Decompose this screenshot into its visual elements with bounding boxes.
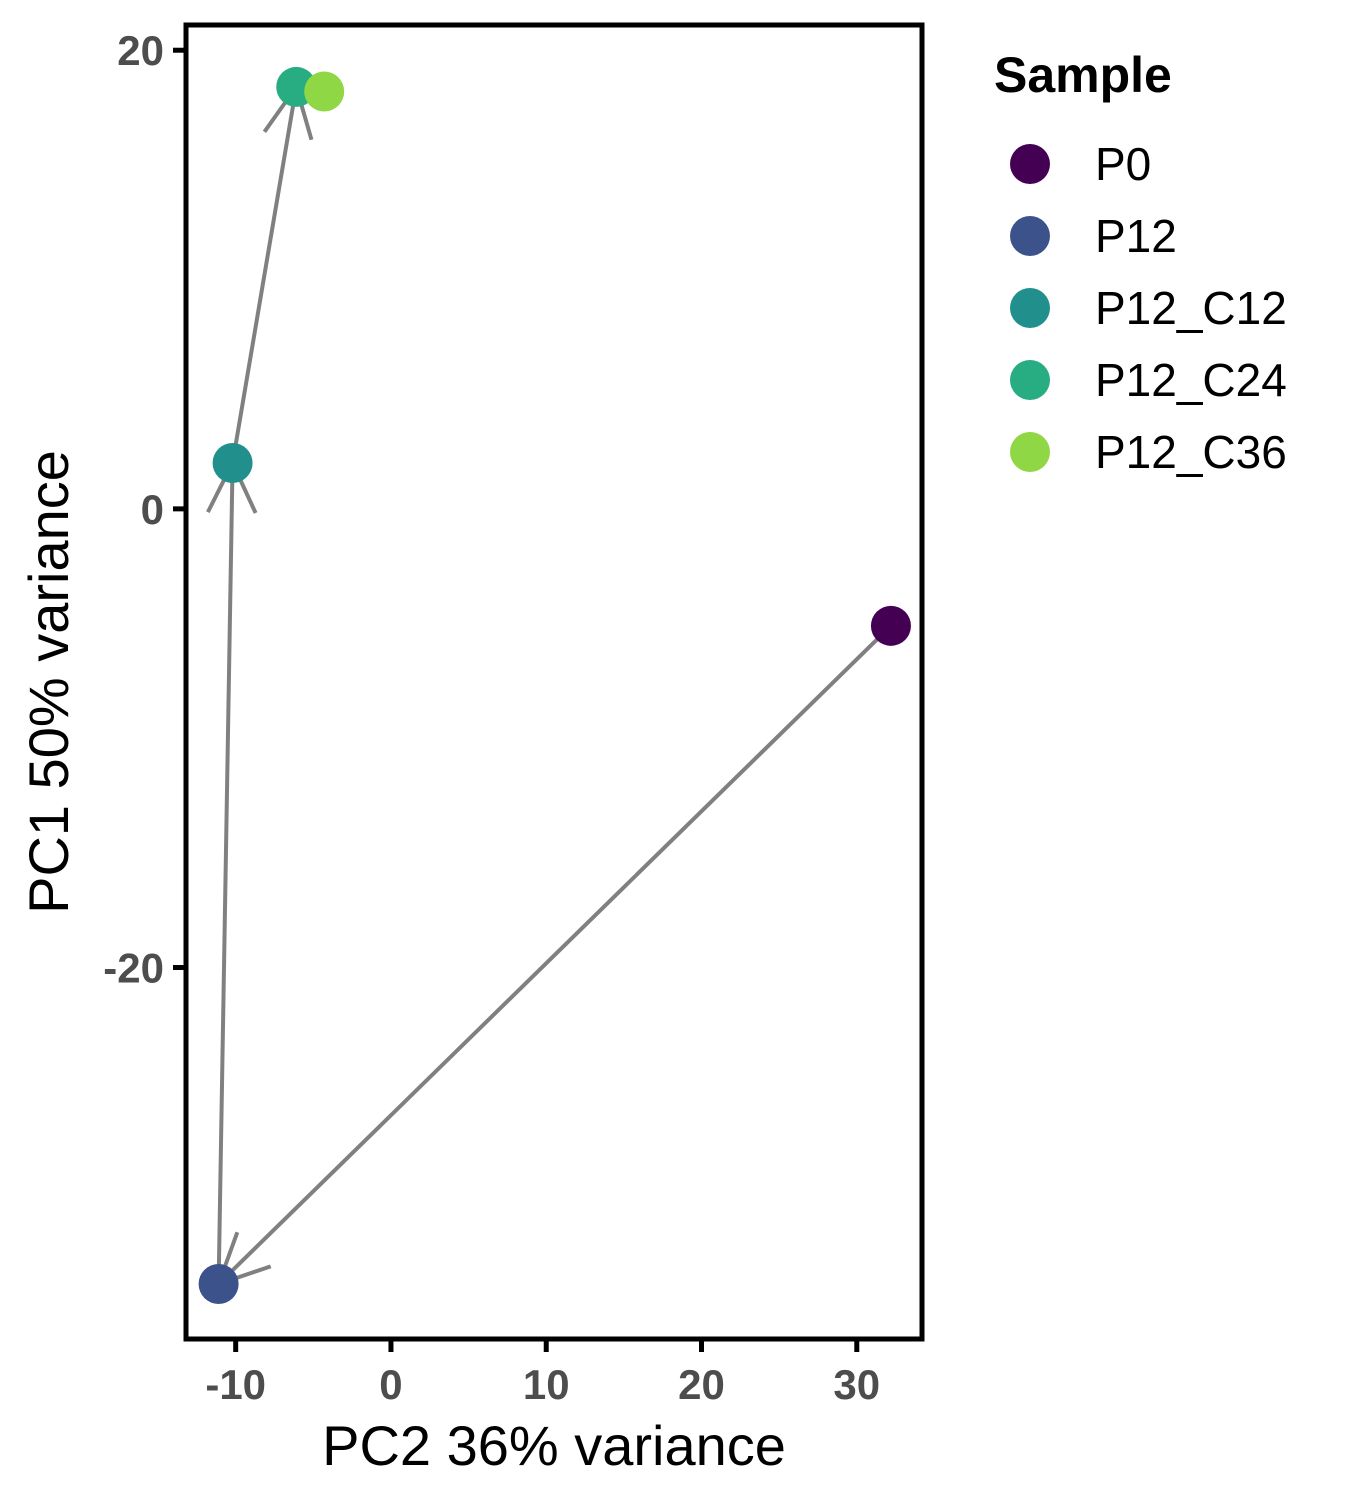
legend: Sample P0 P12 P12_C12 P12_C24 P12_C36	[994, 47, 1287, 478]
sample-points	[198, 66, 911, 1304]
legend-key-P12_C12	[1010, 288, 1050, 328]
trajectory-arrow-P12-to-P12_C12	[216, 462, 235, 1284]
trajectory-arrow-P12_C12-to-P12_C24	[230, 86, 299, 464]
x-tick-label: 10	[523, 1361, 570, 1408]
x-tick-label: 0	[379, 1361, 402, 1408]
x-axis-ticks: -10 0 10 20 30	[205, 1339, 880, 1408]
y-axis-ticks: -20 0 20	[103, 27, 186, 992]
legend-key-P12_C36	[1010, 432, 1050, 472]
x-tick-label: 30	[833, 1361, 880, 1408]
point-P0	[870, 605, 911, 646]
x-axis-title: PC2 36% variance	[322, 1414, 786, 1477]
legend-key-P0	[1010, 144, 1050, 184]
legend-key-P12	[1010, 216, 1050, 256]
y-axis-title: PC1 50% variance	[17, 450, 80, 914]
trajectory-arrow-P0-to-P12	[217, 624, 893, 1286]
legend-title: Sample	[994, 47, 1172, 103]
x-tick-label: -10	[205, 1361, 266, 1408]
point-P12_C12	[212, 443, 253, 483]
x-tick-label: 20	[678, 1361, 725, 1408]
y-tick-label: -20	[103, 945, 164, 992]
legend-label-P12: P12	[1095, 210, 1177, 262]
legend-label-P12_C24: P12_C24	[1095, 354, 1287, 406]
point-P12_C36	[304, 71, 345, 112]
legend-label-P12_C12: P12_C12	[1095, 282, 1287, 334]
plot-panel-border	[183, 22, 925, 1342]
trajectory-arrows	[206, 82, 893, 1288]
y-tick-label: 20	[117, 27, 164, 74]
legend-key-P12_C24	[1010, 360, 1050, 400]
legend-label-P12_C36: P12_C36	[1095, 426, 1287, 478]
y-tick-label: 0	[141, 486, 164, 533]
legend-label-P0: P0	[1095, 138, 1151, 190]
point-P12	[198, 1263, 239, 1304]
